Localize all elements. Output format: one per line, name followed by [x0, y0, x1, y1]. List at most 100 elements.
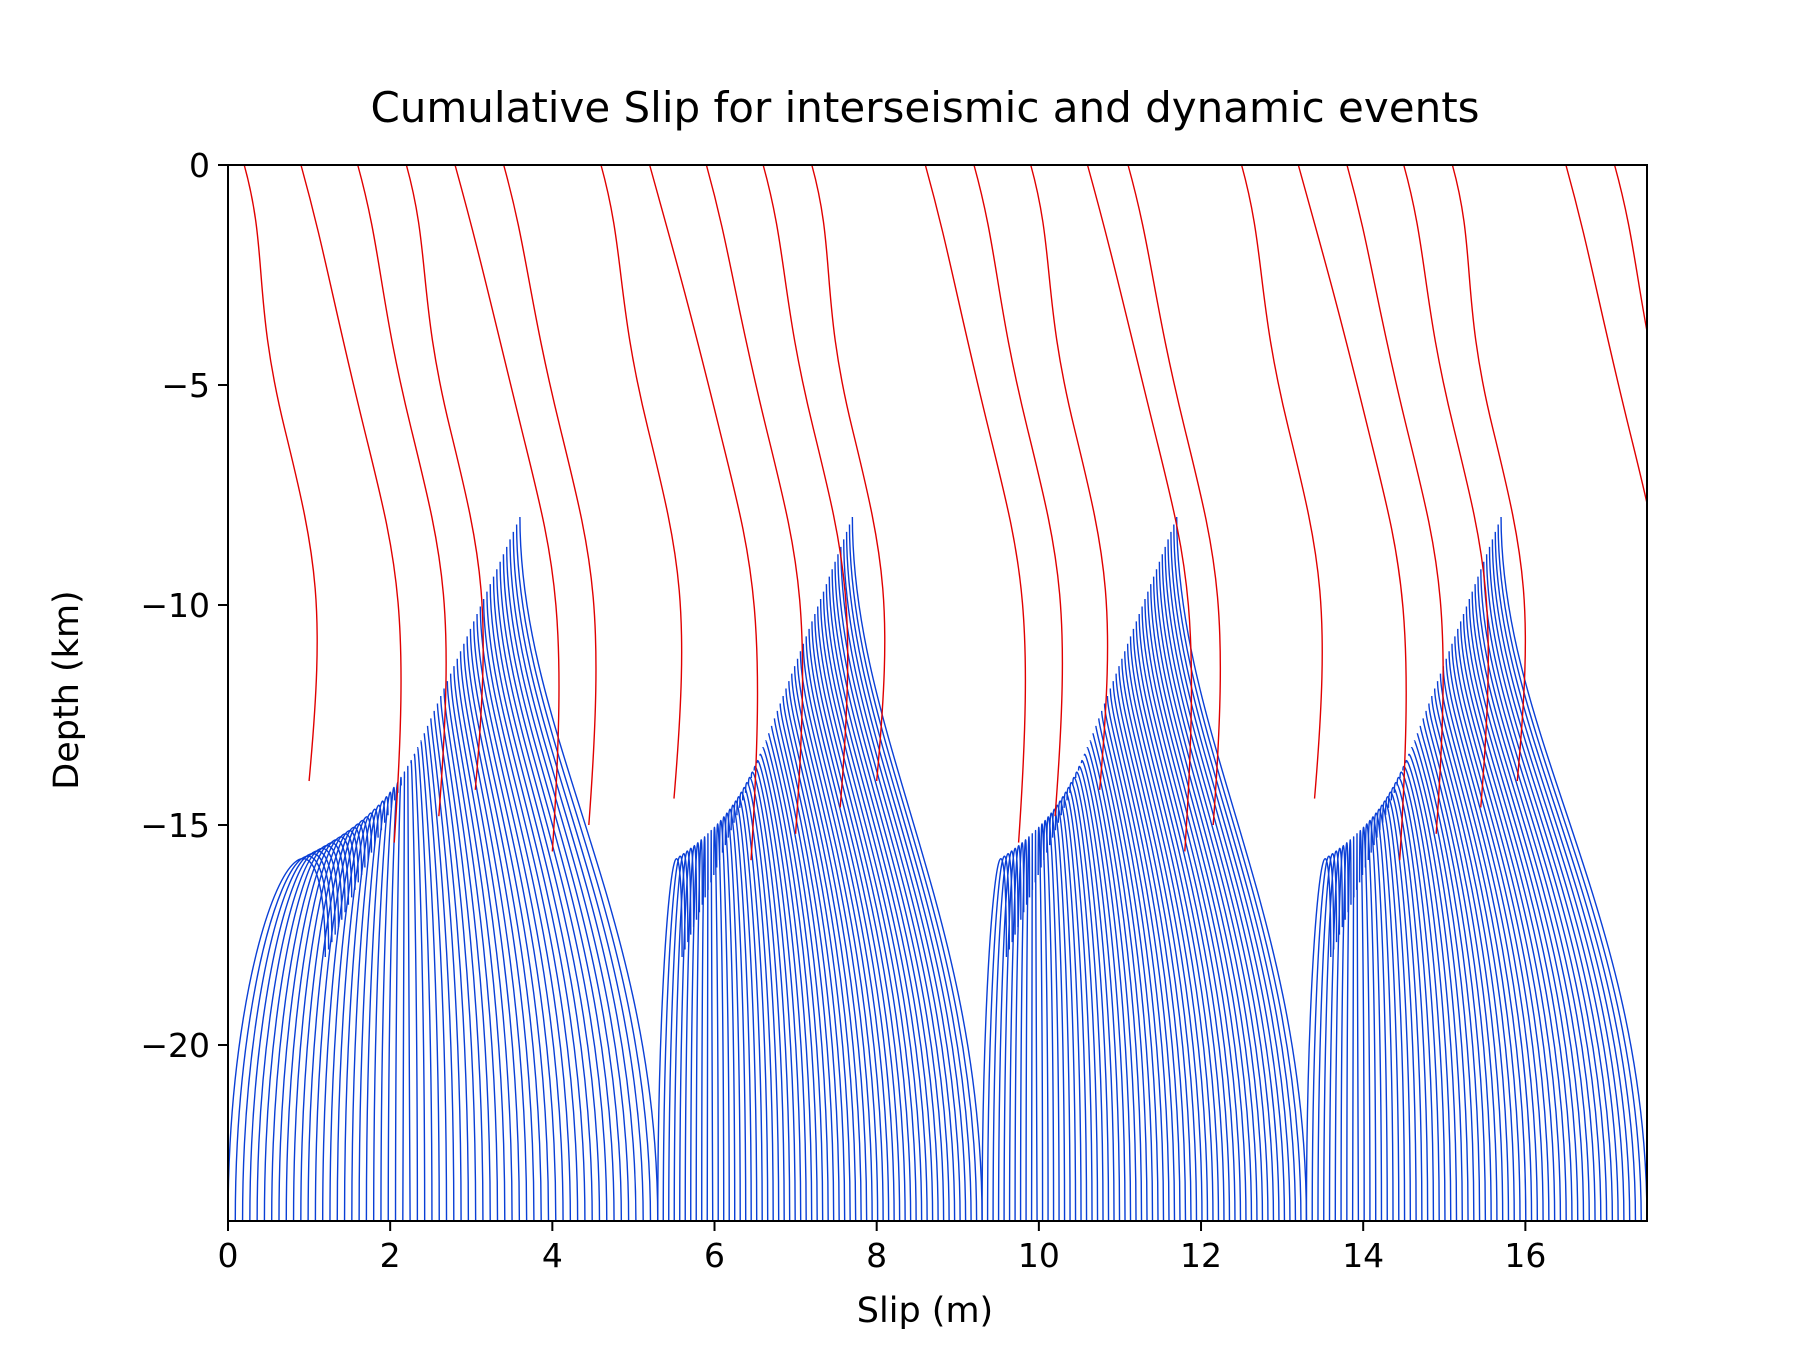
interseismic-curve-3-30 [1416, 733, 1481, 1221]
interseismic-curve-2-56 [1167, 539, 1291, 1221]
interseismic-curve-1-59 [851, 516, 983, 1221]
interseismic-curve-2-55 [1164, 546, 1286, 1221]
interseismic-curve-0-46 [476, 613, 564, 1221]
interseismic-curve-0-57 [512, 531, 644, 1221]
interseismic-curve-1-4 [679, 847, 695, 1221]
interseismic-curve-0-32 [430, 718, 462, 1221]
interseismic-curve-3-19 [1384, 796, 1417, 1221]
dynamic-event-curve-14 [1086, 165, 1193, 852]
interseismic-curve-2-10 [1034, 830, 1038, 1221]
interseismic-curve-2-13 [1043, 820, 1055, 1221]
chart-title: Cumulative Slip for interseismic and dyn… [370, 83, 1479, 132]
interseismic-curve-1-23 [747, 776, 785, 1221]
interseismic-curve-2-47 [1141, 606, 1242, 1221]
dynamic-event-curve-22 [1613, 165, 1647, 336]
interseismic-curve-1-46 [814, 613, 912, 1221]
interseismic-curve-1-47 [817, 606, 917, 1221]
interseismic-curve-1-17 [730, 804, 752, 1221]
interseismic-curve-0-36 [443, 688, 491, 1221]
interseismic-curve-0-33 [433, 710, 470, 1221]
interseismic-curve-2-6 [1014, 842, 1025, 1221]
interseismic-curve-3-17 [1379, 804, 1406, 1221]
interseismic-curve-1-19 [736, 796, 763, 1221]
interseismic-curve-2-58 [1173, 524, 1302, 1221]
interseismic-curve-0-10 [300, 830, 359, 1221]
interseismic-curve-2-8 [1025, 836, 1031, 1221]
interseismic-curve-3-12 [1364, 823, 1377, 1221]
interseismic-curve-3-15 [1373, 812, 1394, 1221]
interseismic-curve-3-53 [1483, 561, 1614, 1221]
dynamic-event-curve-20 [1451, 165, 1527, 782]
interseismic-curve-0-58 [515, 524, 652, 1221]
interseismic-curve-1-57 [845, 531, 972, 1221]
interseismic-curve-3-35 [1431, 695, 1510, 1221]
interseismic-curve-2-45 [1135, 621, 1231, 1221]
interseismic-curve-1-53 [834, 561, 950, 1221]
interseismic-curve-2-18 [1057, 800, 1082, 1221]
x-tick-label: 0 [218, 1236, 239, 1275]
dynamic-event-curve-0 [243, 165, 318, 782]
interseismic-curve-3-45 [1459, 621, 1567, 1221]
dynamic-event-curve-9 [762, 165, 849, 808]
interseismic-curve-2-59 [1176, 516, 1308, 1221]
interseismic-curve-2-0 [981, 858, 1008, 1221]
interseismic-curve-0-41 [459, 651, 528, 1221]
interseismic-curve-0-43 [466, 636, 542, 1221]
dynamic-event-curve-16 [1240, 165, 1323, 799]
interseismic-curve-3-2 [1317, 852, 1338, 1221]
interseismic-curve-2-21 [1066, 786, 1099, 1221]
interseismic-curve-3-48 [1468, 599, 1585, 1221]
interseismic-curve-0-19 [365, 796, 389, 1221]
interseismic-curve-2-17 [1054, 804, 1077, 1221]
interseismic-curve-1-14 [721, 816, 736, 1221]
interseismic-curve-1-10 [710, 830, 714, 1221]
interseismic-curve-3-7 [1346, 839, 1352, 1221]
interseismic-curve-2-46 [1138, 613, 1236, 1221]
interseismic-curve-3-38 [1439, 673, 1527, 1221]
x-tick-label: 12 [1180, 1236, 1222, 1275]
interseismic-curve-2-52 [1155, 569, 1269, 1221]
interseismic-curve-0-29 [420, 740, 440, 1221]
interseismic-curve-3-43 [1454, 636, 1556, 1221]
interseismic-curve-3-41 [1448, 651, 1544, 1221]
interseismic-curve-2-48 [1144, 599, 1247, 1221]
interseismic-curve-0-12 [314, 823, 366, 1221]
interseismic-curve-3-39 [1442, 666, 1533, 1221]
interseismic-curve-0-55 [506, 546, 630, 1221]
interseismic-curve-3-6 [1340, 842, 1349, 1221]
interseismic-curve-1-56 [843, 539, 967, 1221]
interseismic-curve-0-50 [489, 584, 593, 1221]
interseismic-curve-0-40 [456, 658, 521, 1221]
interseismic-curve-1-35 [782, 695, 851, 1221]
interseismic-curve-2-22 [1069, 781, 1104, 1221]
interseismic-curve-0-38 [449, 673, 506, 1221]
dynamic-event-curve-17 [1297, 165, 1407, 861]
interseismic-curve-0-16 [343, 808, 379, 1221]
interseismic-curve-2-57 [1170, 531, 1297, 1221]
interseismic-curve-0-14 [329, 816, 373, 1221]
interseismic-curve-0-37 [446, 681, 499, 1221]
interseismic-curve-0-52 [496, 569, 608, 1221]
interseismic-curve-0-5 [263, 845, 343, 1221]
interseismic-curve-1-33 [776, 710, 840, 1221]
interseismic-curve-0-18 [358, 800, 386, 1221]
interseismic-curve-1-8 [701, 836, 706, 1221]
interseismic-curve-1-0 [657, 858, 683, 1221]
dynamic-event-curve-13 [1030, 165, 1109, 790]
interseismic-curve-3-28 [1410, 747, 1469, 1221]
interseismic-curve-0-39 [453, 666, 513, 1221]
y-tick-label: 0 [189, 146, 210, 185]
interseismic-curve-0-1 [234, 855, 330, 1221]
x-tick-label: 2 [380, 1236, 401, 1275]
interseismic-curve-2-38 [1115, 673, 1192, 1221]
interseismic-curve-2-25 [1077, 765, 1121, 1221]
interseismic-curve-3-34 [1428, 703, 1504, 1221]
interseismic-curve-0-6 [271, 842, 346, 1221]
interseismic-curve-2-1 [986, 855, 1011, 1221]
x-axis-label: Slip (m) [857, 1291, 993, 1331]
interseismic-curve-2-24 [1074, 771, 1115, 1221]
interseismic-curve-1-31 [770, 725, 829, 1221]
y-axis-ticks: 0 −5 −10 −15 −20 [140, 146, 228, 1065]
interseismic-curve-1-45 [811, 621, 906, 1221]
interseismic-curve-2-19 [1060, 796, 1088, 1221]
